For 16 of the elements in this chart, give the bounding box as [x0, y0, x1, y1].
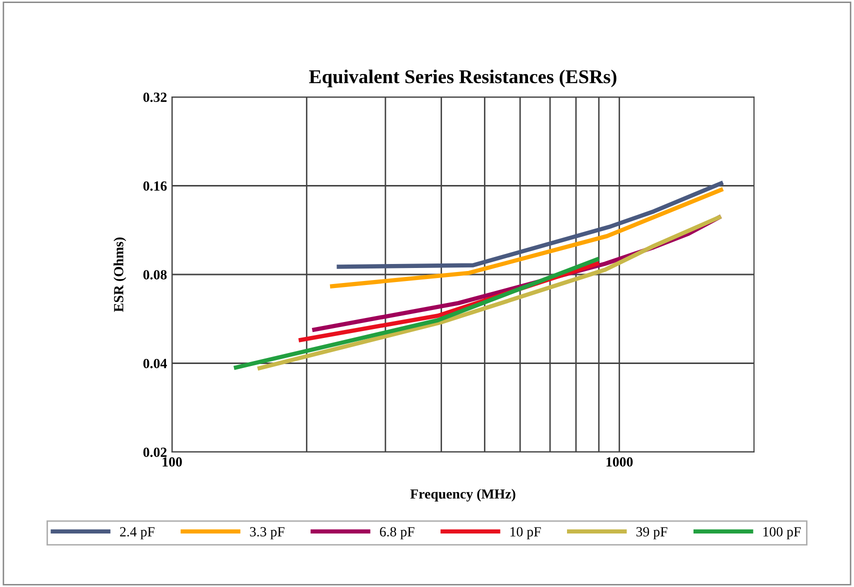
- y-tick-label: 0.16: [143, 181, 167, 191]
- legend-label: 10 pF: [510, 527, 541, 540]
- x-tick-label: 1000: [606, 457, 633, 467]
- y-tick-label: 0.02: [143, 448, 167, 458]
- x-tick-label: 100: [162, 457, 182, 467]
- legend-label: 100 pF: [763, 527, 801, 540]
- x-axis-title: Frequency (MHz): [410, 488, 516, 502]
- chart-title: Equivalent Series Resistances (ESRs): [309, 70, 616, 88]
- legend-label: 2.4 pF: [120, 527, 154, 540]
- legend-label: 3.3 pF: [250, 527, 284, 540]
- y-tick-label: 0.08: [143, 270, 167, 280]
- legend-label: 6.8 pF: [380, 527, 414, 540]
- y-axis-title: ESR (Ohms): [114, 237, 126, 312]
- y-tick-label: 0.04: [143, 358, 167, 368]
- legend-label: 39 pF: [636, 527, 668, 540]
- y-tick-label: 0.32: [143, 92, 167, 102]
